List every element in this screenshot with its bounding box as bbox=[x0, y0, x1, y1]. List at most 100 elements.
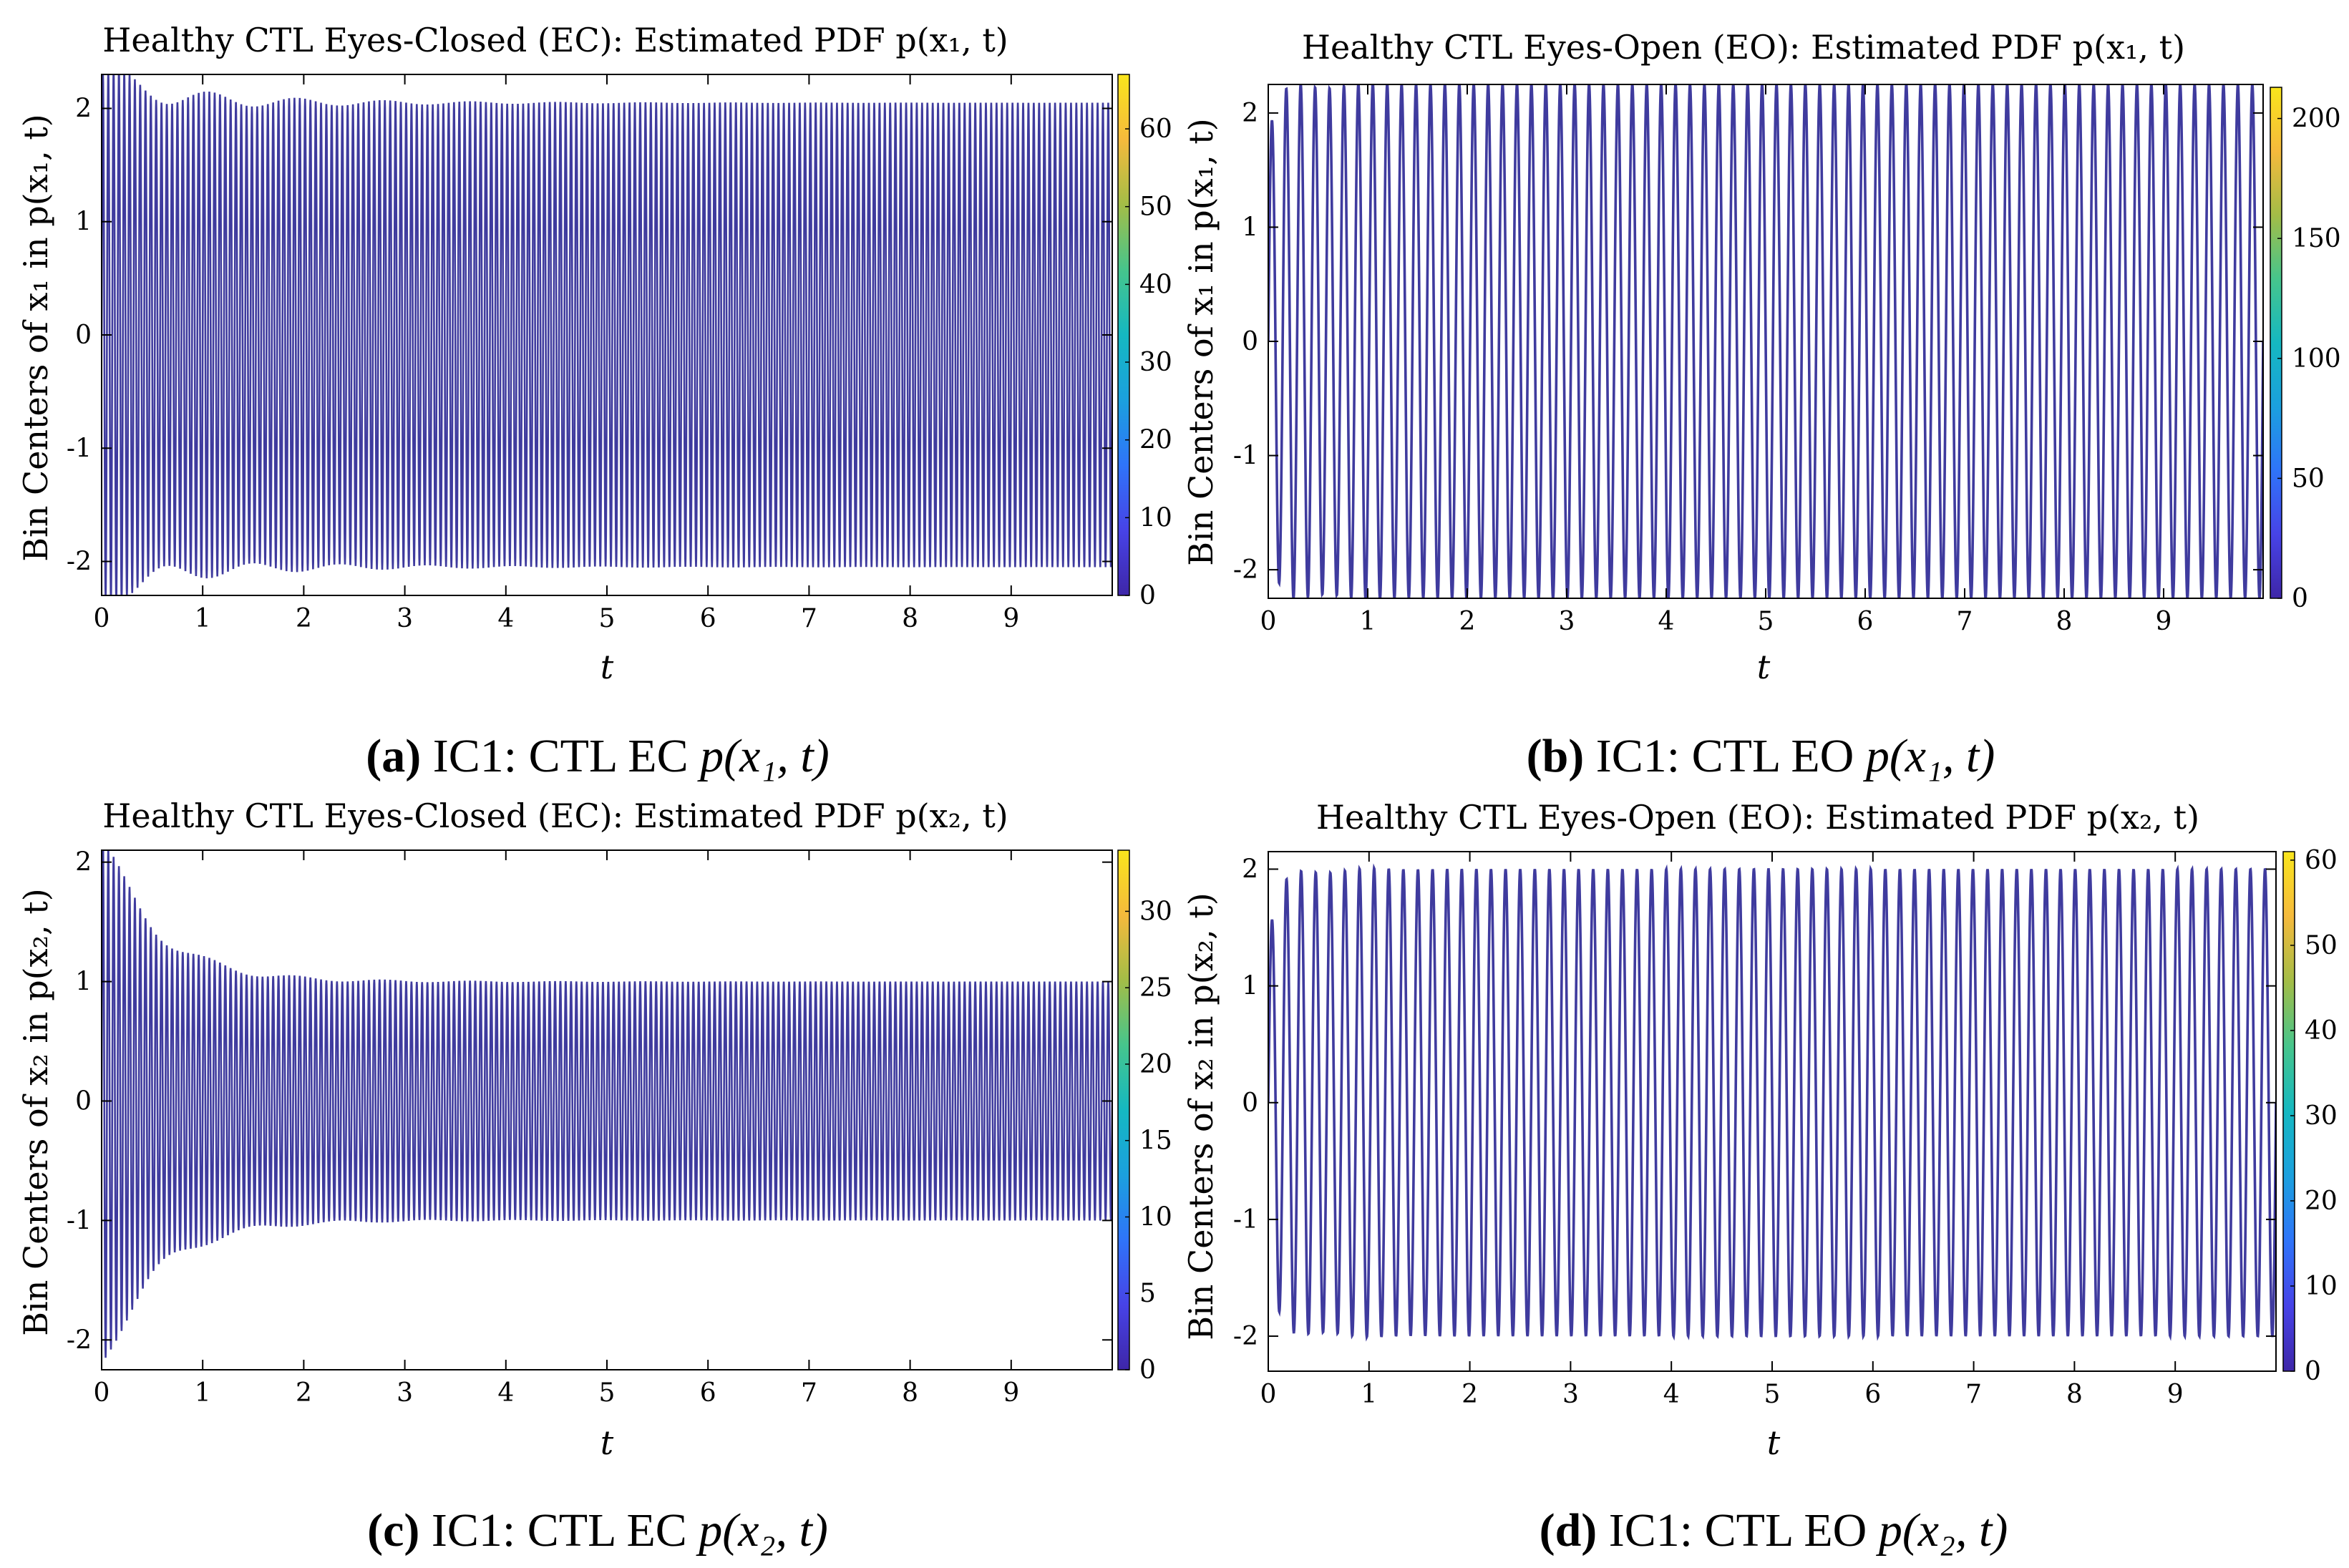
panel-a-colorbar: 60 50 40 30 20 10 0 bbox=[1117, 74, 1172, 610]
panel-d-caption-letter: (d) bbox=[1540, 1504, 1597, 1557]
panel-b-xtick-label: 9 bbox=[2156, 607, 2172, 636]
panel-c-ylabel: Bin Centers of x₂ in p(x₂, t) bbox=[16, 888, 55, 1336]
panel-c-ytick-label: -2 bbox=[67, 1325, 92, 1355]
panel-d-xtick-label: 3 bbox=[1562, 1380, 1579, 1409]
panel-a-ytick-label: -2 bbox=[67, 547, 92, 577]
panel-d-xtick-label: 5 bbox=[1764, 1380, 1781, 1409]
panel-c-colorbar-tick-label: 15 bbox=[1139, 1126, 1172, 1156]
panel-a-xlabel: t bbox=[600, 648, 614, 686]
panel-a-ytick-label: 1 bbox=[75, 208, 92, 237]
panel-d-ytick-label: -1 bbox=[1233, 1205, 1258, 1235]
panel-b-xtick-label: 6 bbox=[1857, 607, 1874, 636]
panel-d-xtick-label: 9 bbox=[2167, 1380, 2184, 1409]
panel-a-pdf-trajectory bbox=[102, 74, 1112, 595]
panel-c-title: Healthy CTL Eyes-Closed (EC): Estimated … bbox=[102, 797, 1008, 835]
panel-c-colorbar-bar bbox=[1117, 849, 1130, 1370]
panel-a-caption-text: IC1: CTL EC bbox=[421, 730, 700, 782]
panel-d-colorbar-tick-label: 50 bbox=[2305, 931, 2338, 960]
panel-a-title: Healthy CTL Eyes-Closed (EC): Estimated … bbox=[102, 21, 1008, 59]
panel-d-title: Healthy CTL Eyes-Open (EO): Estimated PD… bbox=[1316, 798, 2199, 837]
panel-d-caption-math: p(x₂, t) bbox=[1876, 1504, 2008, 1557]
panel-b-ytick-label: -2 bbox=[1233, 555, 1258, 585]
panel-b-xtick-label: 3 bbox=[1559, 607, 1575, 636]
panel-d: Healthy CTL Eyes-Open (EO): Estimated PD… bbox=[1182, 798, 2338, 1557]
panel-c-xtick-label: 2 bbox=[296, 1378, 312, 1408]
panel-b-ytick-label: -1 bbox=[1233, 442, 1258, 471]
panel-a-ytick-label: 2 bbox=[75, 94, 92, 123]
panel-c-xtick-label: 6 bbox=[700, 1378, 716, 1408]
panel-c-xtick-label: 3 bbox=[397, 1378, 413, 1408]
panel-c-xtick-label: 1 bbox=[195, 1378, 211, 1408]
panel-a-colorbar-bar bbox=[1117, 74, 1130, 596]
panel-c-xtick-label: 5 bbox=[599, 1378, 616, 1408]
panel-b-ytick-label: 0 bbox=[1242, 327, 1258, 356]
panel-b-colorbar-tick-label: 50 bbox=[2292, 464, 2325, 493]
panel-b-caption-math: p(x₁, t) bbox=[1863, 730, 1995, 782]
panel-a-caption-letter: (a) bbox=[366, 730, 421, 782]
panel-d-colorbar-bar bbox=[2282, 851, 2295, 1372]
panel-d-ytick-label: -2 bbox=[1233, 1322, 1258, 1351]
panel-d-plot-area: 0 1 2 3 4 5 6 7 8 9 2 1 0 -1 -2 bbox=[1233, 851, 2277, 1409]
panel-d-caption: (d) IC1: CTL EO p(x₂, t) bbox=[1540, 1504, 2008, 1557]
panel-d-colorbar-tick-label: 10 bbox=[2305, 1272, 2338, 1301]
panel-b-caption-text: IC1: CTL EO bbox=[1584, 730, 1866, 782]
panel-b: Healthy CTL Eyes-Open (EO): Estimated PD… bbox=[1182, 28, 2341, 782]
panel-c-caption-text: IC1: CTL EC bbox=[419, 1504, 699, 1557]
panel-b-caption: (b) IC1: CTL EO p(x₁, t) bbox=[1527, 730, 1995, 782]
panel-c-colorbar-tick-label: 5 bbox=[1139, 1279, 1156, 1308]
panel-a-xtick-label: 7 bbox=[801, 604, 817, 633]
panel-d-xtick-label: 8 bbox=[2066, 1380, 2083, 1409]
panel-c-caption-letter: (c) bbox=[367, 1504, 419, 1557]
panel-d-xlabel: t bbox=[1767, 1423, 1781, 1462]
panel-a-plot-area: 0 1 2 3 4 5 6 7 8 9 2 1 0 -1 -2 bbox=[67, 74, 1113, 633]
panel-a-xtick-label: 3 bbox=[397, 604, 413, 633]
panel-b-colorbar-tick-label: 0 bbox=[2292, 584, 2308, 613]
panel-c-ytick-label: 2 bbox=[75, 848, 92, 877]
panel-b-title: Healthy CTL Eyes-Open (EO): Estimated PD… bbox=[1302, 28, 2185, 67]
panel-d-xtick-label: 7 bbox=[1965, 1380, 1982, 1409]
panel-c-colorbar: 30 25 20 15 10 5 0 bbox=[1117, 849, 1172, 1385]
panel-c-xlabel: t bbox=[600, 1423, 614, 1462]
panel-a-ylabel: Bin Centers of x₁ in p(x₁, t) bbox=[16, 114, 55, 562]
panel-b-xtick-label: 4 bbox=[1658, 607, 1675, 636]
panel-a-xtick-label: 9 bbox=[1003, 604, 1019, 633]
panel-d-colorbar-tick-label: 0 bbox=[2305, 1357, 2321, 1386]
panel-a-ytick-label: 0 bbox=[75, 321, 92, 350]
panel-d-colorbar-tick-label: 40 bbox=[2305, 1016, 2338, 1046]
panel-c-xtick-label: 0 bbox=[94, 1378, 110, 1408]
panel-b-ytick-label: 2 bbox=[1242, 99, 1258, 128]
panel-b-xtick-label: 8 bbox=[2056, 607, 2073, 636]
panel-b-colorbar-tick-label: 150 bbox=[2292, 224, 2341, 253]
panel-d-pdf-trajectory bbox=[1268, 863, 2276, 1342]
panel-c-colorbar-tick-label: 20 bbox=[1139, 1050, 1172, 1079]
panel-c-ytick-label: 1 bbox=[75, 968, 92, 997]
panel-c-xtick-label: 4 bbox=[497, 1378, 514, 1408]
panel-b-plot-area: 0 1 2 3 4 5 6 7 8 9 2 1 0 -1 -2 bbox=[1233, 84, 2264, 636]
panel-a-colorbar-tick-label: 20 bbox=[1139, 426, 1172, 455]
panel-a-xtick-label: 0 bbox=[94, 604, 110, 633]
panel-b-xtick-label: 0 bbox=[1260, 607, 1277, 636]
panel-c-ytick-label: -1 bbox=[67, 1206, 92, 1235]
panel-b-xtick-label: 5 bbox=[1758, 607, 1774, 636]
panel-d-colorbar: 60 50 40 30 20 10 0 bbox=[2282, 846, 2338, 1386]
panel-d-xtick-label: 6 bbox=[1864, 1380, 1881, 1409]
panel-d-xtick-label: 2 bbox=[1462, 1380, 1478, 1409]
panel-a-colorbar-tick-label: 10 bbox=[1139, 503, 1172, 532]
panel-b-colorbar-bar bbox=[2270, 87, 2282, 599]
panel-b-colorbar-tick-label: 100 bbox=[2292, 344, 2341, 374]
panel-c: Healthy CTL Eyes-Closed (EC): Estimated … bbox=[16, 797, 1172, 1557]
panel-d-xtick-label: 4 bbox=[1663, 1380, 1680, 1409]
panel-a-ytick-label: -1 bbox=[67, 434, 92, 463]
panel-c-xtick-label: 9 bbox=[1003, 1378, 1019, 1408]
panel-d-ylabel: Bin Centers of x₂ in p(x₂, t) bbox=[1182, 892, 1220, 1340]
panel-c-xtick-label: 7 bbox=[801, 1378, 817, 1408]
panel-d-ytick-label: 2 bbox=[1242, 854, 1258, 884]
panel-c-colorbar-tick-label: 30 bbox=[1139, 897, 1172, 926]
panel-d-colorbar-tick-label: 30 bbox=[2305, 1101, 2338, 1131]
panel-c-colorbar-tick-label: 25 bbox=[1139, 973, 1172, 1003]
panel-a-colorbar-tick-label: 60 bbox=[1139, 115, 1172, 144]
panel-d-colorbar-tick-label: 60 bbox=[2305, 846, 2338, 875]
panel-d-xtick-label: 0 bbox=[1260, 1380, 1277, 1409]
panel-b-xlabel: t bbox=[1757, 648, 1771, 686]
